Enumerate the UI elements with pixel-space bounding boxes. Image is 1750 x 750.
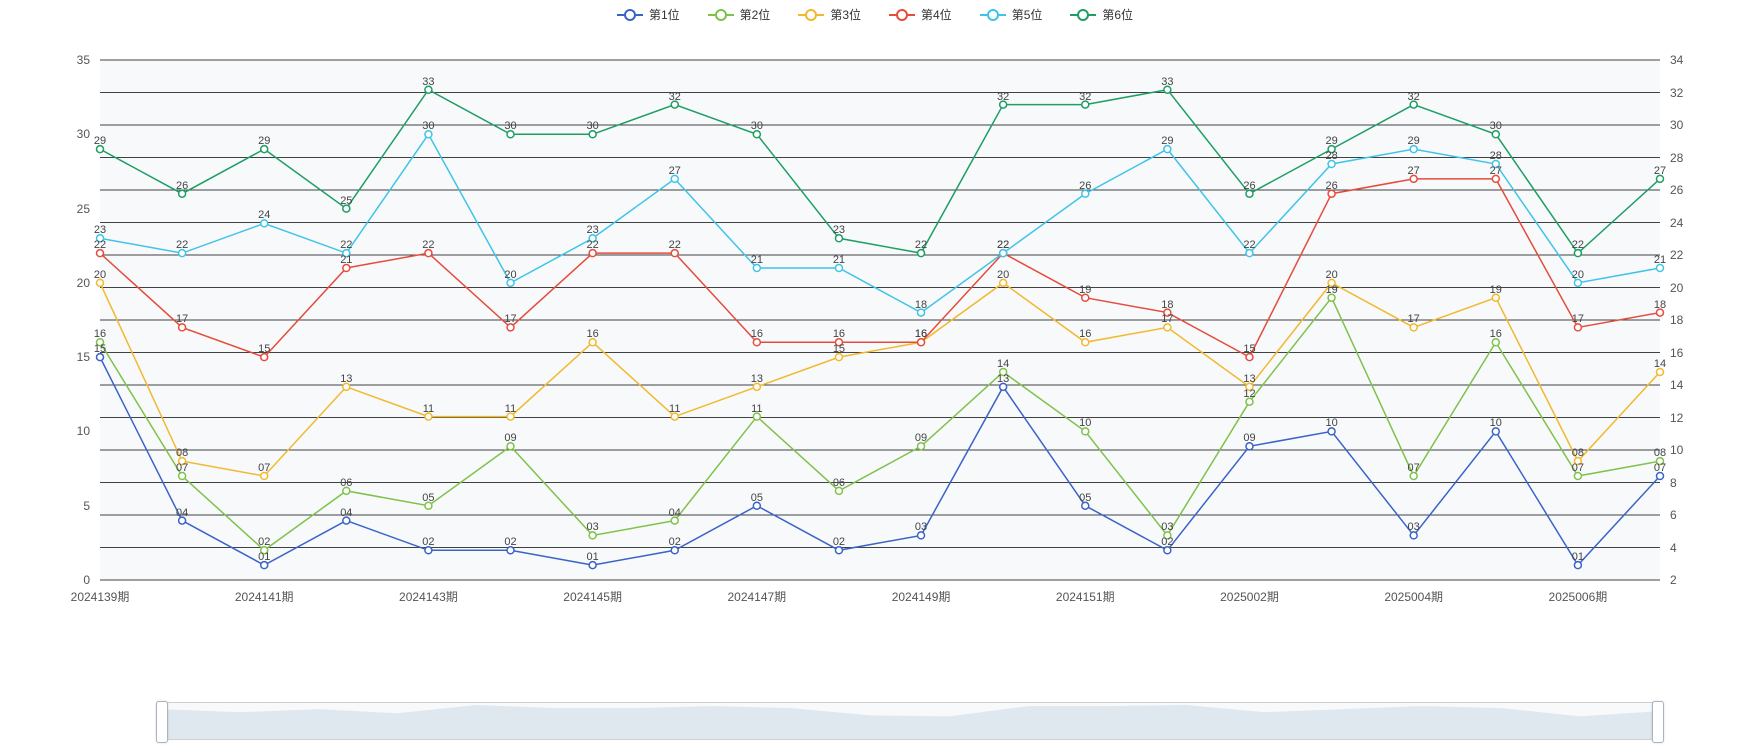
x-axis-label: 2024149期 — [892, 588, 951, 605]
y-axis-right-label: 20 — [1670, 281, 1710, 295]
y-axis-left-label: 30 — [50, 127, 90, 141]
y-axis-left-label: 20 — [50, 276, 90, 290]
x-axis-label: 2024151期 — [1056, 588, 1115, 605]
y-axis-right-label: 28 — [1670, 151, 1710, 165]
y-axis-right-label: 32 — [1670, 86, 1710, 100]
y-axis-right-label: 12 — [1670, 411, 1710, 425]
x-axis-label: 2025002期 — [1220, 588, 1279, 605]
y-axis-left-label: 10 — [50, 424, 90, 438]
y-axis-right-label: 8 — [1670, 476, 1710, 490]
y-axis-right-label: 16 — [1670, 346, 1710, 360]
y-axis-right-label: 22 — [1670, 248, 1710, 262]
x-axis-label: 2025006期 — [1549, 588, 1608, 605]
y-axis-right-label: 26 — [1670, 183, 1710, 197]
line-chart: 第1位第2位第3位第4位第5位第6位 150401040202010205020… — [0, 0, 1750, 750]
y-axis-right-label: 6 — [1670, 508, 1710, 522]
brush-sparkline — [161, 703, 1659, 739]
y-axis-left-label: 35 — [50, 53, 90, 67]
x-axis-label: 2024145期 — [563, 588, 622, 605]
y-axis-right-label: 24 — [1670, 216, 1710, 230]
y-axis-right-label: 10 — [1670, 443, 1710, 457]
x-axis-label: 2025004期 — [1384, 588, 1443, 605]
y-axis-right-label: 18 — [1670, 313, 1710, 327]
data-zoom-slider[interactable] — [160, 702, 1660, 740]
y-axis-right-label: 34 — [1670, 53, 1710, 67]
x-axis-label: 2024147期 — [727, 588, 786, 605]
plot-area — [0, 0, 1750, 750]
y-axis-left-label: 0 — [50, 573, 90, 587]
y-axis-left-label: 25 — [50, 202, 90, 216]
y-axis-right-label: 30 — [1670, 118, 1710, 132]
x-axis-label: 2024143期 — [399, 588, 458, 605]
brush-handle-left[interactable] — [156, 701, 168, 743]
y-axis-right-label: 4 — [1670, 541, 1710, 555]
y-axis-right-label: 2 — [1670, 573, 1710, 587]
x-axis-label: 2024141期 — [235, 588, 294, 605]
y-axis-right-label: 14 — [1670, 378, 1710, 392]
y-axis-left-label: 15 — [50, 350, 90, 364]
brush-handle-right[interactable] — [1652, 701, 1664, 743]
x-axis-label: 2024139期 — [71, 588, 130, 605]
y-axis-left-label: 5 — [50, 499, 90, 513]
